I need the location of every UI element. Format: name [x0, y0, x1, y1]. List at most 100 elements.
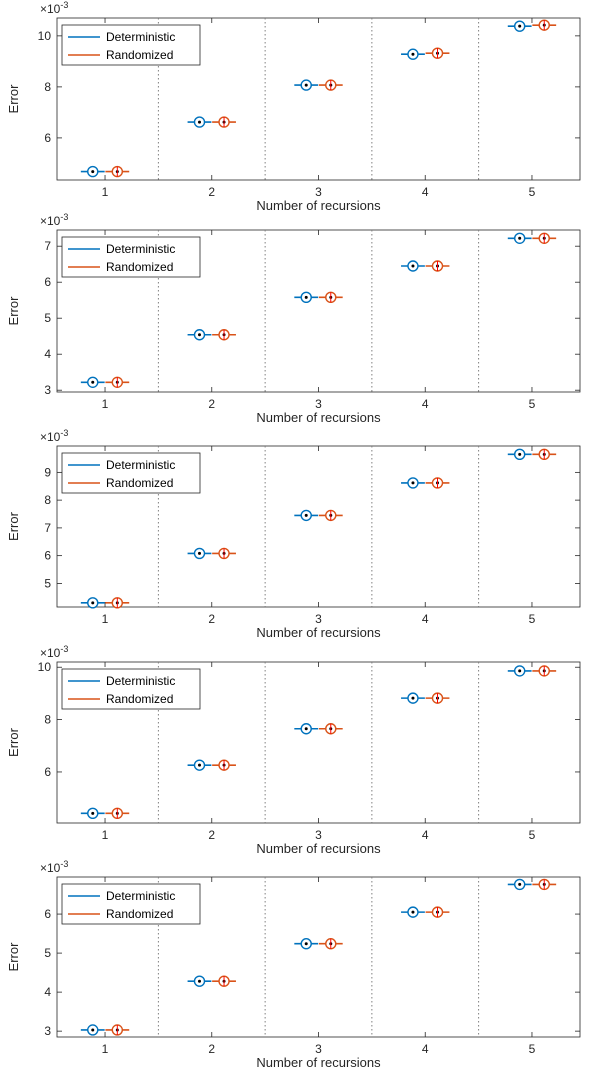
- chart-panel-5: 3 4 5 6 1 2 3 4 5 Number of recursions Error ×10-3 D…: [6, 859, 581, 1070]
- y-tick-label: 3: [44, 383, 51, 397]
- boxplot-mark: [425, 260, 450, 272]
- boxplot-mark: [80, 597, 105, 609]
- boxplot-mark: [318, 291, 343, 304]
- boxplot-mark: [425, 906, 450, 918]
- boxplot-mark: [532, 665, 557, 677]
- median-dot: [197, 763, 201, 767]
- x-axis-label: Number of recursions: [256, 625, 381, 640]
- y-tick-label: 5: [44, 946, 51, 960]
- legend-label-deterministic: Deterministic: [106, 889, 175, 903]
- x-tick-label: 5: [529, 1042, 536, 1056]
- boxplot-mark: [212, 759, 236, 771]
- y-exponent-base: ×10: [40, 2, 61, 16]
- y-tick-label: 10: [38, 29, 52, 43]
- legend: Deterministic Randomized: [61, 24, 201, 66]
- boxplot-mark: [105, 376, 130, 388]
- y-tick-label: 6: [44, 275, 51, 289]
- boxplot-mark: [294, 291, 319, 304]
- x-tick-label: 4: [422, 1042, 429, 1056]
- boxplot-mark: [401, 692, 425, 704]
- median-dot: [197, 333, 201, 337]
- y-tick-label: 8: [44, 80, 51, 94]
- boxplot-mark: [80, 165, 105, 178]
- x-axis-label: Number of recursions: [256, 410, 381, 425]
- y-exponent-label: ×10-3: [40, 212, 68, 228]
- boxplot-mark: [105, 165, 130, 178]
- x-tick-label: 1: [102, 397, 109, 411]
- x-tick-label: 1: [102, 185, 109, 199]
- median-dot: [518, 452, 522, 456]
- median-dot: [411, 52, 415, 56]
- boxplot-mark: [401, 477, 425, 489]
- legend-label-deterministic: Deterministic: [106, 30, 175, 44]
- y-exponent-label: ×10-3: [40, 859, 68, 875]
- median-dot: [411, 696, 415, 700]
- boxplot-mark: [507, 20, 532, 32]
- boxplot-mark: [318, 938, 343, 950]
- median-dot: [518, 669, 522, 673]
- boxplot-mark: [187, 329, 212, 341]
- y-tick-label: 8: [44, 713, 51, 727]
- boxplot-mark: [212, 329, 236, 341]
- legend-box: [61, 883, 201, 925]
- boxplot-mark: [187, 547, 212, 560]
- boxplot-mark: [105, 597, 130, 609]
- x-tick-label: 1: [102, 1042, 109, 1056]
- x-axis-label: Number of recursions: [256, 841, 381, 856]
- boxplot-mark: [294, 509, 319, 522]
- median-dot: [304, 295, 308, 299]
- x-tick-label: 3: [315, 612, 322, 626]
- y-tick-label: 6: [44, 549, 51, 563]
- y-exponent-power: -3: [60, 0, 68, 10]
- chart-panel-2: 3 4 5 6 7 1 2 3 4 5 Number of recursions Error ×10-3…: [6, 212, 581, 425]
- boxplot-mark: [105, 807, 130, 820]
- boxplot-mark: [80, 807, 105, 820]
- median-dot: [518, 24, 522, 28]
- x-tick-label: 1: [102, 828, 109, 842]
- median-dot: [197, 979, 201, 983]
- y-tick-label: 10: [38, 660, 52, 674]
- legend-box: [61, 668, 201, 710]
- legend-label-deterministic: Deterministic: [106, 458, 175, 472]
- y-tick-label: 9: [44, 465, 51, 479]
- legend-label-randomized: Randomized: [106, 48, 173, 62]
- y-exponent-power: -3: [60, 212, 68, 222]
- legend-box: [61, 452, 201, 494]
- boxplot-mark: [425, 477, 450, 489]
- y-exponent-base: ×10: [40, 430, 61, 444]
- x-tick-label: 3: [315, 397, 322, 411]
- boxplot-mark: [532, 232, 557, 244]
- legend-box: [61, 24, 201, 66]
- y-exponent-label: ×10-3: [40, 0, 68, 16]
- y-tick-label: 5: [44, 311, 51, 325]
- boxplot-mark: [507, 665, 532, 677]
- y-axis-label: Error: [6, 727, 21, 757]
- median-dot: [304, 942, 308, 946]
- y-axis-label: Error: [6, 511, 21, 541]
- x-tick-label: 2: [208, 185, 215, 199]
- legend: Deterministic Randomized: [61, 452, 201, 494]
- x-tick-label: 3: [315, 185, 322, 199]
- boxplot-mark: [80, 376, 105, 388]
- median-dot: [304, 83, 308, 87]
- x-tick-label: 5: [529, 185, 536, 199]
- boxplot-mark: [212, 975, 236, 987]
- y-tick-label: 6: [44, 907, 51, 921]
- x-tick-label: 2: [208, 828, 215, 842]
- y-tick-label: 6: [44, 765, 51, 779]
- y-exponent-base: ×10: [40, 861, 61, 875]
- median-dot: [304, 513, 308, 517]
- boxplot-mark: [401, 48, 425, 60]
- legend: Deterministic Randomized: [61, 883, 201, 925]
- x-tick-label: 4: [422, 612, 429, 626]
- boxplot-mark: [507, 232, 532, 244]
- x-tick-label: 5: [529, 397, 536, 411]
- median-dot: [518, 882, 522, 886]
- legend-box: [61, 236, 201, 278]
- median-dot: [91, 811, 95, 815]
- median-dot: [411, 910, 415, 914]
- boxplot-mark: [532, 448, 557, 461]
- y-exponent-power: -3: [60, 644, 68, 654]
- x-tick-label: 2: [208, 612, 215, 626]
